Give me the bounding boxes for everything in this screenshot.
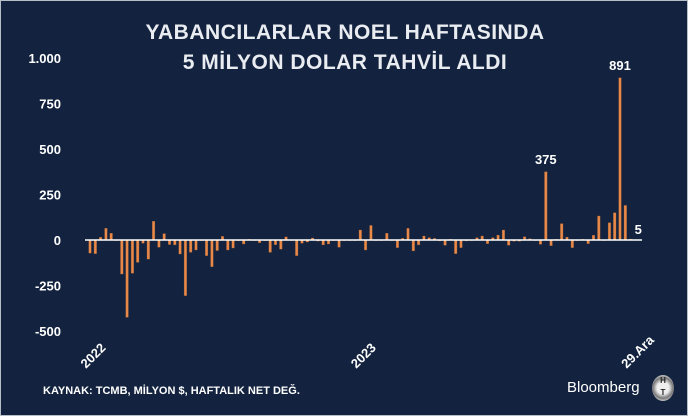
bar: [146, 239, 150, 260]
bar: [544, 171, 548, 241]
bar: [104, 228, 108, 241]
bar: [507, 239, 511, 246]
bar: [369, 225, 373, 241]
bar: [454, 239, 458, 254]
y-tick-label: 0: [54, 233, 61, 248]
bar: [136, 239, 140, 263]
bar: [183, 239, 187, 296]
bar: [358, 229, 362, 241]
y-tick-label: 500: [39, 142, 61, 157]
x-tick-label: 2022: [78, 340, 109, 371]
bar: [268, 239, 272, 253]
bar: [570, 239, 574, 248]
bar: [607, 222, 611, 241]
bar: [152, 221, 156, 241]
bar: [120, 239, 124, 275]
chart-title-line-1: YABANCILARLAR NOEL HAFTASINDA: [145, 21, 545, 44]
bar: [501, 229, 505, 241]
bar: [364, 239, 368, 251]
bar: [130, 239, 134, 274]
y-tick-label: 250: [39, 188, 61, 203]
bar: [189, 239, 193, 253]
bar: [178, 239, 182, 255]
bar: [337, 239, 341, 248]
y-tick-label: -250: [35, 279, 61, 294]
x-tick-label: 2023: [348, 340, 379, 371]
bar: [597, 215, 601, 241]
bar: [613, 212, 617, 241]
x-tick-label: 29.Ara: [618, 332, 657, 371]
y-tick-label: 750: [39, 97, 61, 112]
bar: [295, 239, 299, 256]
bar: [411, 239, 415, 252]
bar: [231, 239, 235, 249]
bar: [157, 239, 161, 248]
bar: [205, 239, 209, 256]
bar: [385, 233, 389, 241]
chart-title-line-2: 5 MİLYON DOLAR TAHVİL ALDI: [182, 51, 508, 74]
y-tick-label: 1.000: [28, 51, 61, 66]
bar: [406, 228, 410, 241]
bar: [93, 239, 97, 254]
bar: [194, 239, 198, 251]
bar: [443, 239, 447, 246]
bar: [549, 239, 553, 246]
bar: [162, 233, 166, 241]
bar: [459, 239, 463, 248]
bloomberg-logo: Bloomberg: [567, 379, 640, 396]
source-note: KAYNAK: TCMB, MİLYON $, HAFTALIK NET DEĞ…: [43, 385, 300, 397]
bar: [125, 239, 129, 318]
bar: [395, 239, 399, 248]
bar: [215, 239, 219, 251]
bar: [210, 239, 214, 267]
data-label: 891: [609, 58, 631, 73]
bar: [618, 77, 622, 241]
data-label: 5: [635, 222, 642, 237]
bar: [109, 233, 113, 241]
y-tick-label: -500: [35, 324, 61, 339]
bar: [279, 239, 283, 250]
bar: [623, 205, 627, 241]
bar: [226, 239, 230, 251]
bar: [560, 223, 564, 241]
data-label: 375: [535, 152, 557, 167]
bar: [88, 239, 92, 254]
